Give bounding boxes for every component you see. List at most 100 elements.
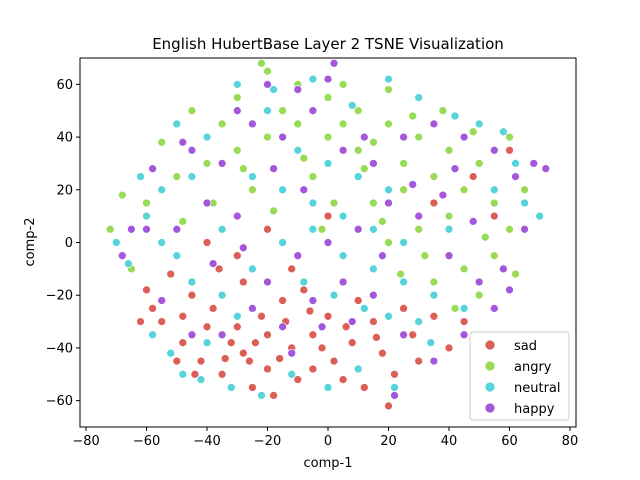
- point-sad-37: [263, 330, 272, 340]
- point-happy-41: [489, 304, 499, 313]
- point-angry-16: [444, 211, 454, 221]
- point-sad-50: [305, 306, 315, 316]
- point-angry-11: [399, 159, 408, 168]
- point-angry-6: [444, 145, 454, 155]
- point-happy-58: [287, 348, 297, 358]
- legend: sad angry neutral happy: [469, 331, 570, 421]
- legend-label-angry: angry: [514, 360, 552, 375]
- y-tick-label-5: 40: [56, 131, 73, 146]
- point-sad-16: [187, 290, 197, 300]
- point-sad-46: [399, 304, 408, 313]
- point-angry-31: [474, 290, 484, 300]
- point-neutral-52: [269, 85, 278, 94]
- point-happy-5: [338, 145, 348, 155]
- legend-label-neutral: neutral: [514, 381, 561, 396]
- point-angry-59: [317, 224, 327, 234]
- x-tick-label-2: −40: [193, 434, 220, 449]
- point-happy-16: [474, 277, 484, 287]
- point-happy-0: [187, 145, 197, 155]
- point-angry-3: [353, 106, 363, 116]
- point-happy-46: [359, 132, 369, 142]
- point-neutral-21: [489, 185, 499, 195]
- point-neutral-15: [308, 224, 318, 234]
- point-sad-51: [341, 322, 351, 332]
- point-sad-12: [232, 322, 242, 332]
- point-angry-32: [489, 251, 499, 261]
- point-angry-14: [489, 198, 499, 208]
- point-sad-10: [369, 317, 378, 326]
- point-neutral-41: [278, 185, 287, 195]
- point-sad-7: [308, 330, 318, 340]
- point-happy-53: [208, 259, 218, 268]
- point-happy-26: [172, 224, 182, 234]
- x-axis-ticks: −80 −60 −40 −20 0 20 40 60 80: [72, 427, 578, 449]
- point-sad-22: [323, 311, 333, 321]
- point-angry-55: [511, 269, 520, 279]
- point-sad-42: [172, 356, 182, 366]
- point-sad-29: [202, 322, 212, 332]
- point-neutral-53: [347, 101, 357, 110]
- point-neutral-25: [124, 259, 133, 268]
- point-neutral-54: [450, 111, 460, 121]
- point-angry-43: [187, 106, 197, 116]
- point-neutral-29: [226, 383, 236, 392]
- point-neutral-1: [202, 132, 212, 142]
- point-neutral-49: [414, 93, 424, 102]
- x-tick-label-6: 40: [441, 434, 458, 449]
- point-happy-2: [248, 119, 257, 129]
- chart-title: English HubertBase Layer 2 TSNE Visualiz…: [152, 35, 504, 53]
- point-neutral-11: [187, 277, 197, 287]
- point-happy-49: [468, 217, 478, 226]
- point-neutral-33: [353, 364, 363, 374]
- legend-label-happy: happy: [514, 402, 555, 417]
- point-neutral-23: [535, 211, 545, 221]
- point-neutral-57: [329, 290, 339, 300]
- point-angry-48: [408, 111, 418, 121]
- point-neutral-9: [157, 238, 167, 247]
- point-angry-21: [293, 119, 303, 129]
- point-neutral-45: [399, 238, 408, 247]
- point-neutral-58: [359, 304, 369, 313]
- series-sad: [136, 145, 514, 411]
- point-angry-42: [217, 119, 227, 129]
- point-sad-36: [214, 264, 224, 274]
- point-angry-63: [396, 269, 405, 279]
- point-sad-25: [390, 369, 399, 379]
- point-angry-27: [117, 190, 127, 200]
- point-sad-47: [136, 317, 145, 326]
- point-happy-9: [459, 132, 469, 142]
- point-happy-29: [127, 224, 136, 234]
- point-angry-24: [202, 159, 212, 168]
- point-angry-51: [299, 153, 309, 163]
- legend-marker-sad: [484, 339, 496, 351]
- point-neutral-59: [384, 311, 393, 321]
- point-happy-34: [278, 322, 287, 332]
- point-angry-39: [369, 198, 378, 208]
- point-angry-33: [505, 224, 514, 234]
- point-sad-41: [444, 343, 454, 353]
- point-neutral-16: [338, 251, 348, 261]
- y-tick-label-3: 0: [65, 236, 73, 251]
- point-neutral-10: [172, 251, 182, 261]
- point-sad-17: [166, 269, 176, 279]
- point-happy-12: [529, 159, 539, 168]
- point-sad-40: [414, 356, 424, 366]
- point-neutral-28: [196, 375, 206, 384]
- point-happy-37: [369, 290, 378, 300]
- point-angry-5: [414, 132, 424, 142]
- point-sad-61: [323, 211, 333, 221]
- point-sad-54: [489, 211, 499, 221]
- point-sad-20: [269, 391, 278, 400]
- point-happy-28: [117, 251, 127, 261]
- point-angry-0: [263, 66, 272, 76]
- point-sad-1: [178, 338, 188, 348]
- point-angry-47: [359, 164, 369, 174]
- x-tick-label-3: −20: [254, 434, 281, 449]
- point-neutral-27: [166, 348, 176, 358]
- point-happy-17: [444, 251, 454, 261]
- point-neutral-6: [353, 172, 363, 181]
- point-sad-34: [359, 383, 369, 392]
- point-happy-20: [353, 224, 363, 234]
- series-neutral: [111, 74, 545, 400]
- legend-marker-happy: [484, 402, 496, 414]
